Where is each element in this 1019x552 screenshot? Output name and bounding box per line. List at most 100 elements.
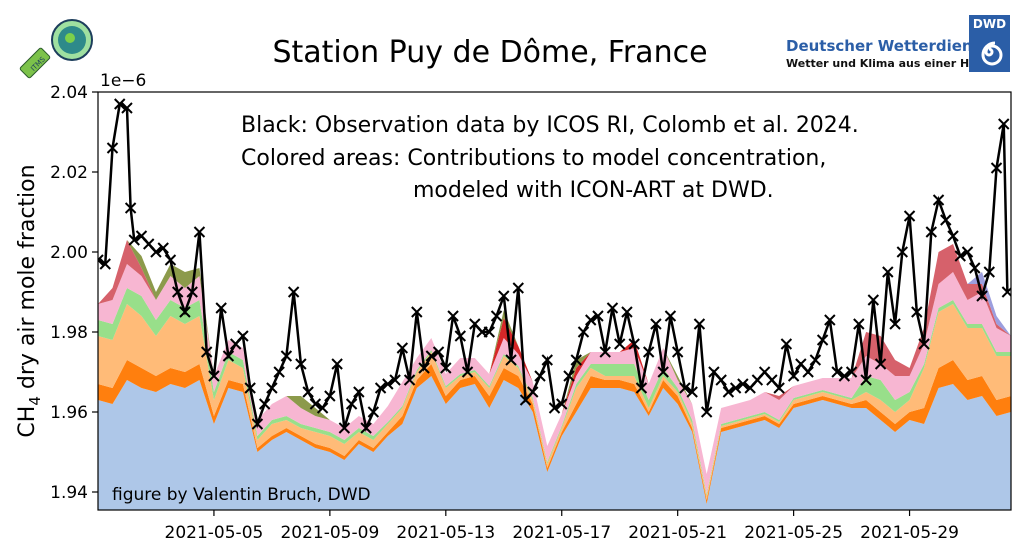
area-contribution-2 [98,304,1011,500]
observation-marker [925,226,938,238]
observation-marker [295,358,307,370]
observation-series [98,98,1011,434]
observation-marker [976,290,988,302]
observation-marker [700,406,713,418]
observation-marker [338,422,351,434]
observation-marker [882,266,894,278]
observation-marker [969,262,981,274]
dwd-badge: DWD [969,15,1010,72]
observation-marker [403,374,416,386]
x-tick-label: 2021-05-05 [165,523,264,543]
observation-marker [780,338,793,350]
observation-marker [490,310,503,322]
observation-marker [106,142,119,154]
observation-marker [961,246,974,258]
observation-marker [940,214,952,226]
observation-marker [664,310,677,322]
observation-marker [853,318,865,330]
observation-marker [512,282,524,294]
observation-marker [889,318,901,330]
observation-marker [903,210,916,222]
observation-marker [548,402,561,414]
observation-marker [461,366,474,378]
observation-marker [258,398,271,410]
observation-marker [128,234,140,246]
observation-marker [179,306,191,318]
observation-marker [208,370,220,382]
observation-marker [896,246,909,258]
observation-marker [592,310,604,322]
x-tick-label: 2021-05-25 [744,523,843,543]
observation-marker [911,306,923,318]
observation-line [98,102,1009,433]
observation-marker [99,258,111,270]
observation-marker [367,406,380,418]
y-tick-label: 1.98 [50,323,88,343]
itms-logo: ITMS [19,19,93,79]
observation-marker [679,382,691,394]
observation-marker [918,338,930,350]
y-axis-label-sub: 4 [26,396,44,406]
observation-marker [947,230,959,242]
y-axis: 1.94 1.96 1.98 2.00 2.02 2.04 [50,83,98,503]
observation-marker [729,382,742,394]
observation-marker [454,330,467,342]
observation-marker [186,286,198,298]
observation-marker [527,386,539,398]
plot-frame [97,91,1012,511]
observation-marker [287,286,300,298]
dwd-badge-text: DWD [972,17,1007,31]
observation-marker [440,362,452,374]
observation-marker [715,374,727,386]
annotation-line-1: Black: Observation data by ICOS RI, Colo… [241,113,859,138]
observation-marker [447,310,459,322]
observation-marker [570,354,582,366]
x-tick-label: 2021-05-09 [280,523,379,543]
observation-marker [606,302,619,314]
observation-marker [932,194,945,206]
observation-marker [635,382,648,394]
observation-marker [193,226,206,238]
observation-marker [483,326,495,338]
observation-marker [411,306,423,318]
annotation-line-3: modeled with ICON-ART at DWD. [413,178,774,203]
observation-marker [642,346,655,358]
observation-marker [867,294,880,306]
observation-marker [737,378,749,390]
credit-text: figure by Valentin Bruch, DWD [112,485,371,505]
observation-marker [382,378,394,390]
observation-marker [121,102,133,114]
observation-marker [585,314,597,326]
observation-marker [983,266,995,278]
observation-marker [251,418,264,430]
observation-marker [418,362,430,374]
observation-marker [954,250,966,262]
observation-marker [345,398,358,410]
observation-marker [98,254,104,266]
observation-marker [621,306,633,318]
x-tick-label: 2021-05-29 [860,523,959,543]
observation-marker [860,374,872,386]
observation-marker [787,370,800,382]
y-axis-label-main: CH [15,406,40,438]
observation-marker [541,354,553,366]
y-tick-label: 2.04 [50,83,88,103]
observation-marker [990,162,1003,174]
area-contribution-4 [98,264,1011,494]
y-axis-label-rest: dry air mole fraction [15,164,40,396]
y-tick-label: 2.00 [50,243,88,263]
observation-marker [773,382,785,394]
observation-marker [831,366,843,378]
observation-marker [628,338,640,350]
observation-marker [237,330,249,342]
observation-marker [200,346,213,358]
y-tick-label: 2.02 [50,163,88,183]
dwd-slogan: Wetter und Klima aus einer Hand [786,57,993,70]
observation-marker [845,366,858,378]
observation-marker [389,374,401,386]
observation-marker [498,290,510,302]
stacked-areas [98,240,1011,510]
observation-marker [215,302,227,314]
observation-marker [505,354,517,366]
observation-marker [150,246,162,258]
